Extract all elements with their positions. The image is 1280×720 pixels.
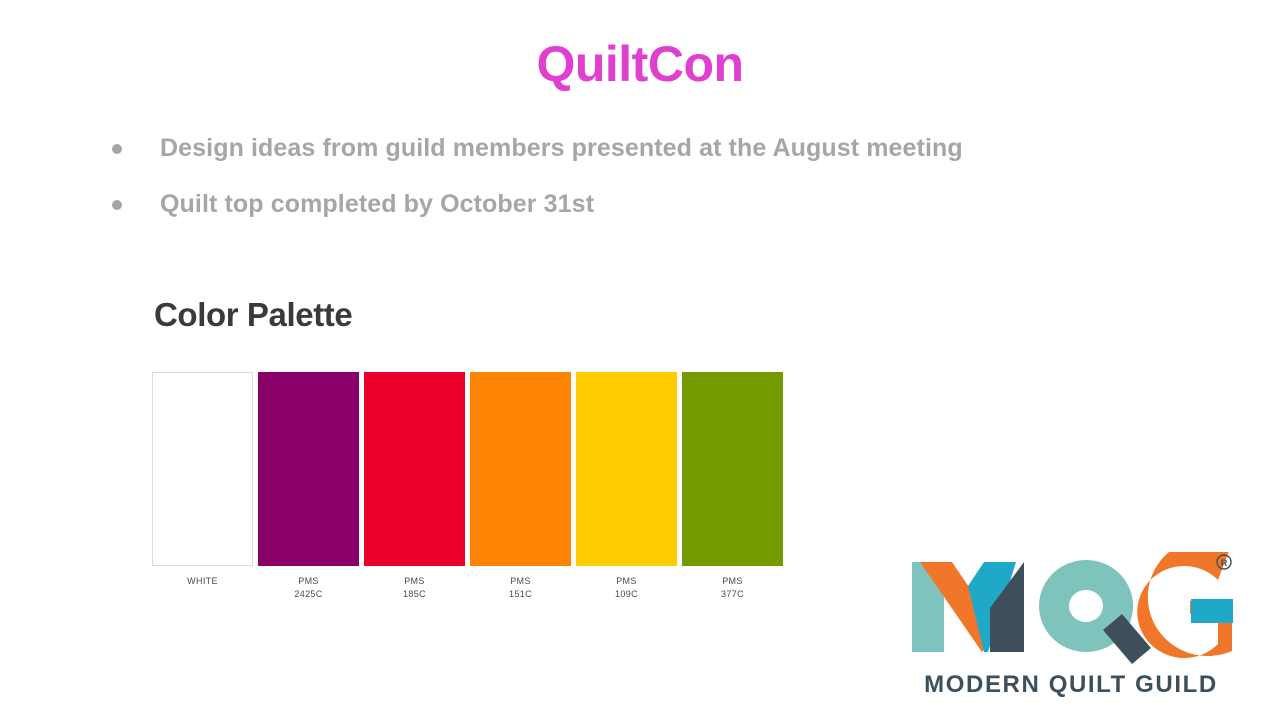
logo-m-right-stroke xyxy=(990,562,1024,652)
logo-g-bar xyxy=(1191,599,1233,623)
swatch-name: PMS xyxy=(616,576,637,586)
color-swatch-white: WHITE xyxy=(152,372,253,601)
swatch-chip xyxy=(152,372,253,566)
swatch-name: PMS xyxy=(510,576,531,586)
color-swatch-pms-109c: PMS 109C xyxy=(576,372,677,601)
swatch-chip xyxy=(258,372,359,566)
swatch-name: WHITE xyxy=(187,576,218,586)
swatch-label: PMS 2425C xyxy=(294,575,322,601)
swatch-label: PMS 377C xyxy=(721,575,744,601)
svg-text:R: R xyxy=(1221,558,1228,568)
bullet-text: Design ideas from guild members presente… xyxy=(160,134,963,162)
swatch-name: PMS xyxy=(722,576,743,586)
swatch-code: 2425C xyxy=(294,589,323,600)
color-swatch-pms-151c: PMS 151C xyxy=(470,372,571,601)
swatch-chip xyxy=(682,372,783,566)
color-swatch-pms-185c: PMS 185C xyxy=(364,372,465,601)
list-item: Design ideas from guild members presente… xyxy=(112,131,1172,167)
modern-quilt-guild-logo: R MODERN QUILT GUILD xyxy=(906,552,1236,702)
page-title: QuiltCon xyxy=(536,36,744,92)
list-item: Quilt top completed by October 31st xyxy=(112,187,1172,223)
swatch-chip xyxy=(364,372,465,566)
logo-q-tail xyxy=(1103,614,1151,664)
swatch-code: 377C xyxy=(721,589,744,600)
bullet-dot-icon xyxy=(112,199,122,210)
color-palette-heading: Color Palette xyxy=(154,296,353,333)
logo-wordmark: MODERN QUILT GUILD xyxy=(924,671,1218,698)
swatch-name: PMS xyxy=(404,576,425,586)
swatch-name: PMS xyxy=(298,576,319,586)
bullet-list: Design ideas from guild members presente… xyxy=(112,131,1172,242)
swatch-code: 185C xyxy=(403,589,426,600)
registered-trademark-icon: R xyxy=(1216,554,1232,570)
logo-m-left-diagonal xyxy=(920,562,998,652)
swatch-chip xyxy=(470,372,571,566)
color-palette-figure: Color Palette WHITE PMS 2425C PMS xyxy=(152,296,797,601)
swatch-chip xyxy=(576,372,677,566)
swatch-code: 109C xyxy=(615,589,638,600)
color-swatch-pms-377c: PMS 377C xyxy=(682,372,783,601)
swatch-label: PMS 185C xyxy=(403,575,426,601)
bullet-dot-icon xyxy=(112,144,122,154)
swatch-row: WHITE PMS 2425C PMS 185C xyxy=(152,372,789,601)
swatch-label: WHITE xyxy=(187,575,218,588)
swatch-label: PMS 109C xyxy=(615,575,638,601)
swatch-label: PMS 151C xyxy=(509,575,532,601)
bullet-text: Quilt top completed by October 31st xyxy=(160,189,595,218)
swatch-code: 151C xyxy=(509,589,532,600)
color-swatch-pms-2425c: PMS 2425C xyxy=(258,372,359,601)
